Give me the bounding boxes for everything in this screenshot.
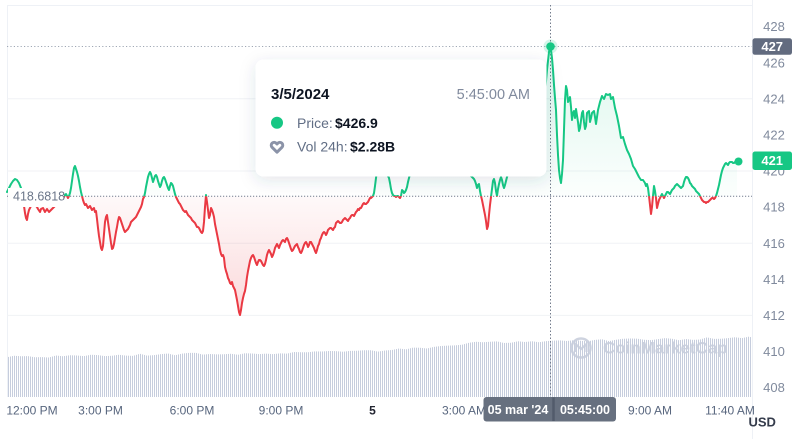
svg-text:Vol 24h:: Vol 24h: — [297, 139, 348, 155]
svg-text:428: 428 — [763, 19, 785, 34]
svg-text:9:00 AM: 9:00 AM — [628, 404, 672, 418]
svg-text:05 mar '24: 05 mar '24 — [488, 403, 549, 417]
svg-text:422: 422 — [763, 128, 785, 143]
svg-text:427: 427 — [761, 39, 783, 54]
svg-text:3/5/2024: 3/5/2024 — [271, 86, 330, 103]
svg-text:418: 418 — [763, 200, 785, 215]
svg-text:418.6818: 418.6818 — [13, 190, 65, 204]
svg-text:USD: USD — [749, 415, 776, 430]
svg-text:3:00 AM: 3:00 AM — [442, 404, 486, 418]
svg-text:408: 408 — [763, 380, 785, 395]
svg-text:424: 424 — [763, 91, 785, 106]
svg-text:$2.28B: $2.28B — [350, 139, 395, 155]
svg-text:414: 414 — [763, 272, 785, 287]
svg-text:3:00 PM: 3:00 PM — [78, 404, 123, 418]
svg-text:12:00 PM: 12:00 PM — [6, 404, 57, 418]
svg-text:$426.9: $426.9 — [335, 115, 378, 131]
svg-text:9:00 PM: 9:00 PM — [259, 404, 304, 418]
svg-text:5: 5 — [369, 404, 376, 418]
svg-text:05:45:00: 05:45:00 — [560, 403, 610, 417]
svg-text:5:45:00 AM: 5:45:00 AM — [457, 87, 530, 103]
svg-text:421: 421 — [761, 153, 783, 168]
svg-text:6:00 PM: 6:00 PM — [170, 404, 215, 418]
svg-text:410: 410 — [763, 344, 785, 359]
svg-text:412: 412 — [763, 308, 785, 323]
svg-text:416: 416 — [763, 236, 785, 251]
svg-text:11:40 AM: 11:40 AM — [705, 404, 755, 418]
svg-text:Price:: Price: — [297, 115, 333, 131]
svg-text:426: 426 — [763, 55, 785, 70]
